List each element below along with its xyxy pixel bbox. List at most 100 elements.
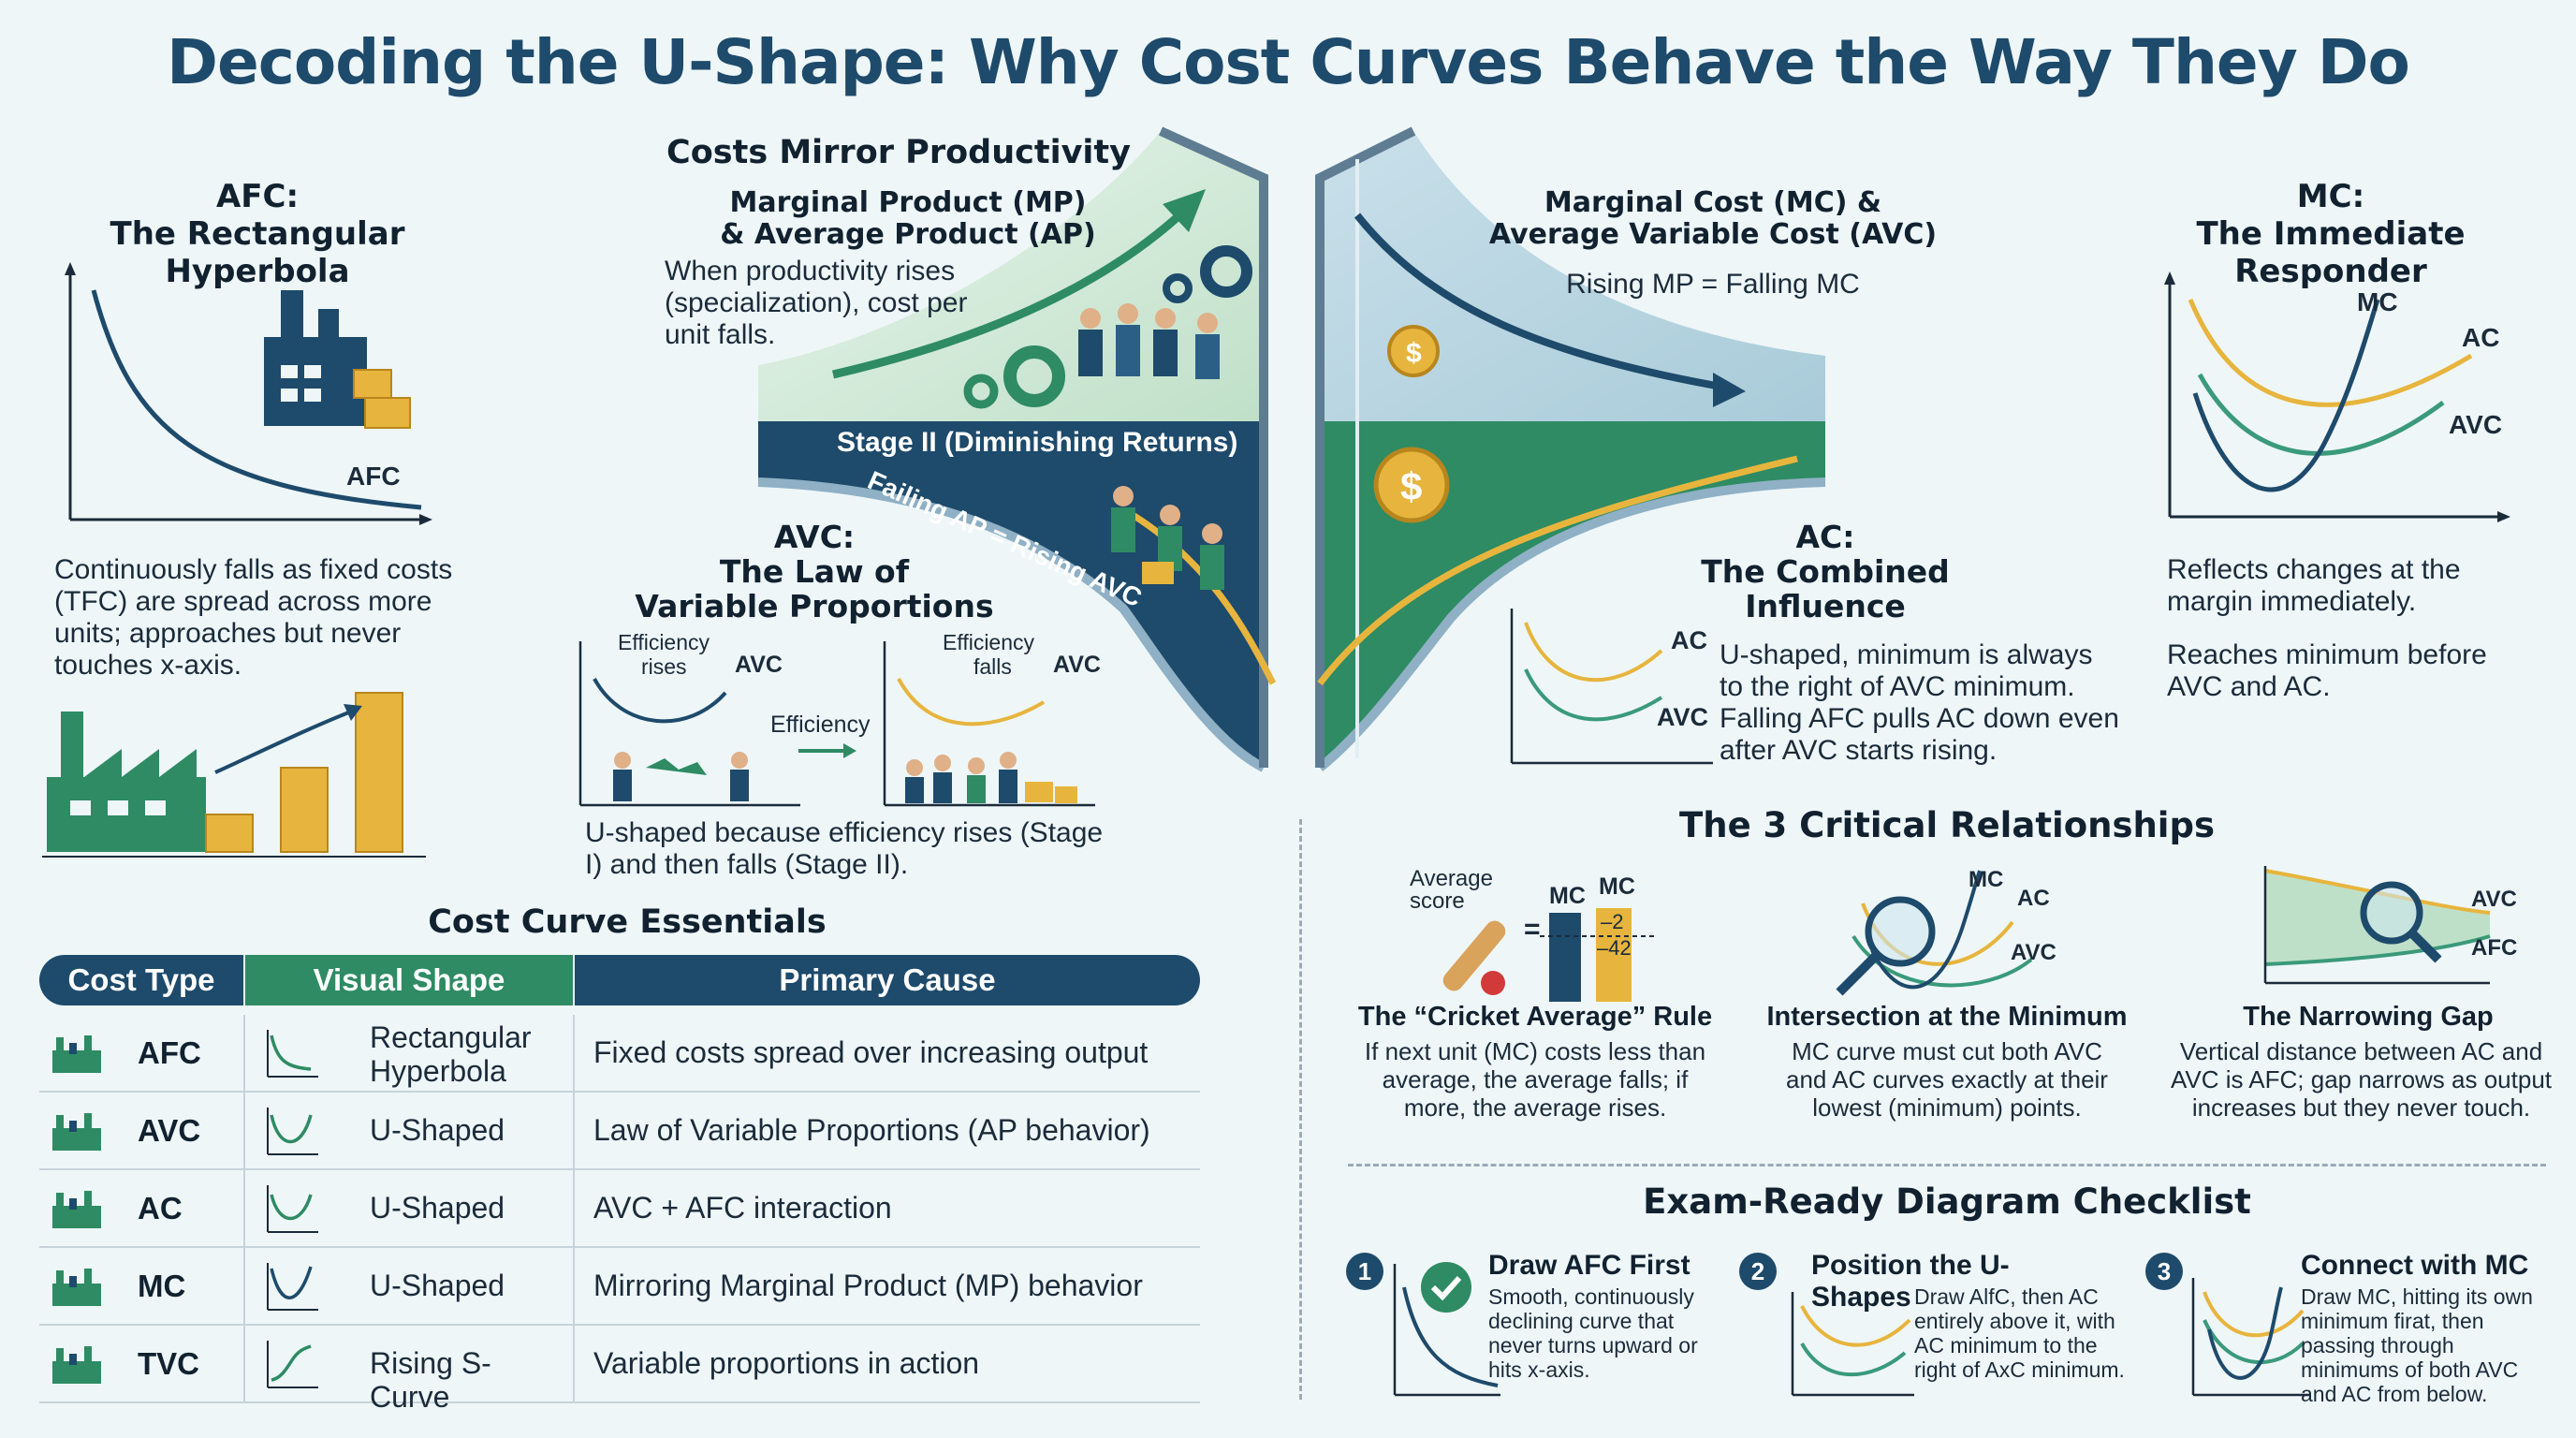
mc-text-2: Reaches minimum before AVC and AC. <box>2167 639 2487 702</box>
svg-text:MC: MC <box>1969 867 2003 892</box>
afc-heading: AFC: The Rectangular Hyperbola <box>110 178 405 290</box>
checklist-graph-afc <box>1393 1262 1500 1397</box>
afc-curve-label: AFC <box>346 462 401 491</box>
step-number: 1 <box>1346 1253 1383 1290</box>
svg-text:AVC: AVC <box>2011 940 2056 965</box>
gap-illustration: AVC AFC <box>2263 866 2517 985</box>
cricket-title: The “Cricket Average” Rule <box>1357 1002 1713 1032</box>
table-row: MC U-Shaped Mirroring Marginal Product (… <box>39 1248 1200 1326</box>
gap-body: Vertical distance between AC and AVC is … <box>2170 1037 2553 1122</box>
svg-text:–2: –2 <box>1601 910 1623 933</box>
step-number: 2 <box>1739 1253 1777 1290</box>
avc-heading: AVC: The Law of Variable Proportions <box>635 519 994 624</box>
svg-text:AC: AC <box>1671 626 1707 654</box>
svg-text:MC: MC <box>1549 883 1586 909</box>
funnel-icon <box>52 1191 101 1228</box>
checklist-graph-mc <box>2191 1278 2309 1397</box>
svg-text:MC: MC <box>2357 287 2398 316</box>
visual-shape: Rising S-Curve <box>370 1346 491 1414</box>
primary-cause: AVC + AFC interaction <box>593 1191 892 1225</box>
step-number: 3 <box>2145 1253 2183 1290</box>
mc-heading: MC: The Immediate Responder <box>2196 178 2466 290</box>
shape-thumbnail <box>267 1341 318 1388</box>
visual-shape: U-Shaped <box>370 1191 505 1225</box>
productivity-mirror-graphic: $ $ Stage II (Diminishing Returns) Faili… <box>757 126 1826 772</box>
svg-text:falls: falls <box>973 654 1012 679</box>
visual-shape: U-Shaped <box>370 1113 505 1147</box>
afc-curve <box>91 289 422 510</box>
table-row: AVC U-Shaped Law of Variable Proportions… <box>39 1093 1200 1170</box>
afc-graph: AFC <box>65 262 432 525</box>
mc-avc-description: Rising MP = Falling MC <box>1566 269 1860 300</box>
gear-icon <box>963 245 1252 409</box>
checklist-title: Draw AFC First <box>1488 1250 1690 1281</box>
page-title: Decoding the U-Shape: Why Cost Curves Be… <box>167 26 2410 98</box>
factory-icon <box>264 290 411 429</box>
svg-text:$: $ <box>1406 338 1422 369</box>
primary-cause: Fixed costs spread over increasing outpu… <box>593 1035 1149 1069</box>
visual-shape: Rectangular Hyperbola <box>370 1020 532 1088</box>
productivity-heading: Costs Mirror Productivity <box>666 134 1131 171</box>
table-row: AC U-Shaped AVC + AFC interaction <box>39 1170 1200 1248</box>
cricket-illustration: Average score = MC MC –2 –42 <box>1410 866 1657 1002</box>
svg-text:AVC: AVC <box>1053 652 1101 678</box>
cost-type: AVC <box>138 1113 201 1148</box>
intersection-title: Intersection at the Minimum <box>1766 1002 2128 1032</box>
intersection-illustration: MC AC AVC <box>1836 867 2056 996</box>
cost-type: MC <box>138 1269 186 1303</box>
mc-bar <box>1596 908 1632 1002</box>
svg-text:Efficiency: Efficiency <box>770 712 871 738</box>
divider <box>1299 819 1302 1400</box>
checklist-body: Draw MC, hitting its own minimum firat, … <box>2301 1284 2533 1406</box>
svg-text:AFC: AFC <box>2471 935 2517 961</box>
checklist-graph-u-shapes <box>1791 1292 1914 1397</box>
svg-text:–42: –42 <box>1597 936 1632 960</box>
svg-text:AVC: AVC <box>2449 410 2502 439</box>
shape-thumbnail <box>267 1108 318 1155</box>
checklist-title: Position the U-Shapes <box>1811 1250 2010 1313</box>
svg-text:AVC: AVC <box>735 652 783 678</box>
svg-text:AC: AC <box>2462 323 2499 352</box>
intersection-body: MC curve must cut both AVC and AC curves… <box>1786 1037 2108 1122</box>
cost-type: AC <box>138 1191 183 1225</box>
column-header: Cost Type <box>39 955 243 1005</box>
svg-text:=: = <box>1524 914 1541 945</box>
avc-efficiency-diagram: Efficiency rises AVC Efficiency Efficien… <box>578 630 1101 807</box>
ac-heading: AC: The Combined Influence <box>1701 519 1950 624</box>
shape-thumbnail <box>267 1185 318 1233</box>
gap-title: The Narrowing Gap <box>2243 1002 2494 1032</box>
ac-graph: AC AVC <box>1510 609 1713 765</box>
shape-thumbnail <box>267 1263 318 1311</box>
svg-text:AVC: AVC <box>1657 703 1708 731</box>
cricket-body: If next unit (MC) costs less than averag… <box>1364 1037 1706 1122</box>
check-icon <box>1421 1262 1471 1313</box>
magnifier-icon <box>1865 896 1936 967</box>
growth-chart-icon <box>52 1346 101 1384</box>
svg-text:rises: rises <box>641 654 687 679</box>
mc-bar <box>1549 913 1581 1002</box>
bar-chart-icon <box>52 1113 101 1151</box>
column-header: Visual Shape <box>245 955 573 1005</box>
avc-description: U-shaped because efficiency rises (Stage… <box>585 817 1104 880</box>
divider <box>1348 1164 2546 1167</box>
relationships-heading: The 3 Critical Relationships <box>1678 805 2216 845</box>
table-row: AFC Rectangular Hyperbola Fixed costs sp… <box>39 1015 1200 1093</box>
visual-shape: U-Shaped <box>370 1269 505 1302</box>
mc-graph: MC AC AVC <box>2164 271 2510 522</box>
mp-ap-heading: Marginal Product (MP) & Average Product … <box>720 186 1096 251</box>
coin-icon <box>1387 325 1440 377</box>
trend-up-icon <box>52 1269 101 1306</box>
shape-thumbnail <box>267 1030 318 1078</box>
svg-text:MC: MC <box>1599 873 1635 900</box>
mc-avc-heading: Marginal Cost (MC) & Average Variable Co… <box>1488 186 1938 251</box>
svg-text:Efficiency: Efficiency <box>943 630 1035 654</box>
svg-text:AVC: AVC <box>2471 887 2517 912</box>
cost-type: TVC <box>138 1346 199 1381</box>
checklist-body: Draw AlfC, then AC entirely above it, wi… <box>1914 1284 2125 1382</box>
mc-text-1: Reflects changes at the margin immediate… <box>2167 554 2461 617</box>
cricket-bat-icon <box>1442 920 1506 991</box>
cost-type: AFC <box>138 1035 201 1070</box>
svg-text:AC: AC <box>2017 886 2050 911</box>
factory-growth-illustration <box>42 692 426 858</box>
checklist-body: Smooth, continuously declining curve tha… <box>1488 1284 1698 1382</box>
